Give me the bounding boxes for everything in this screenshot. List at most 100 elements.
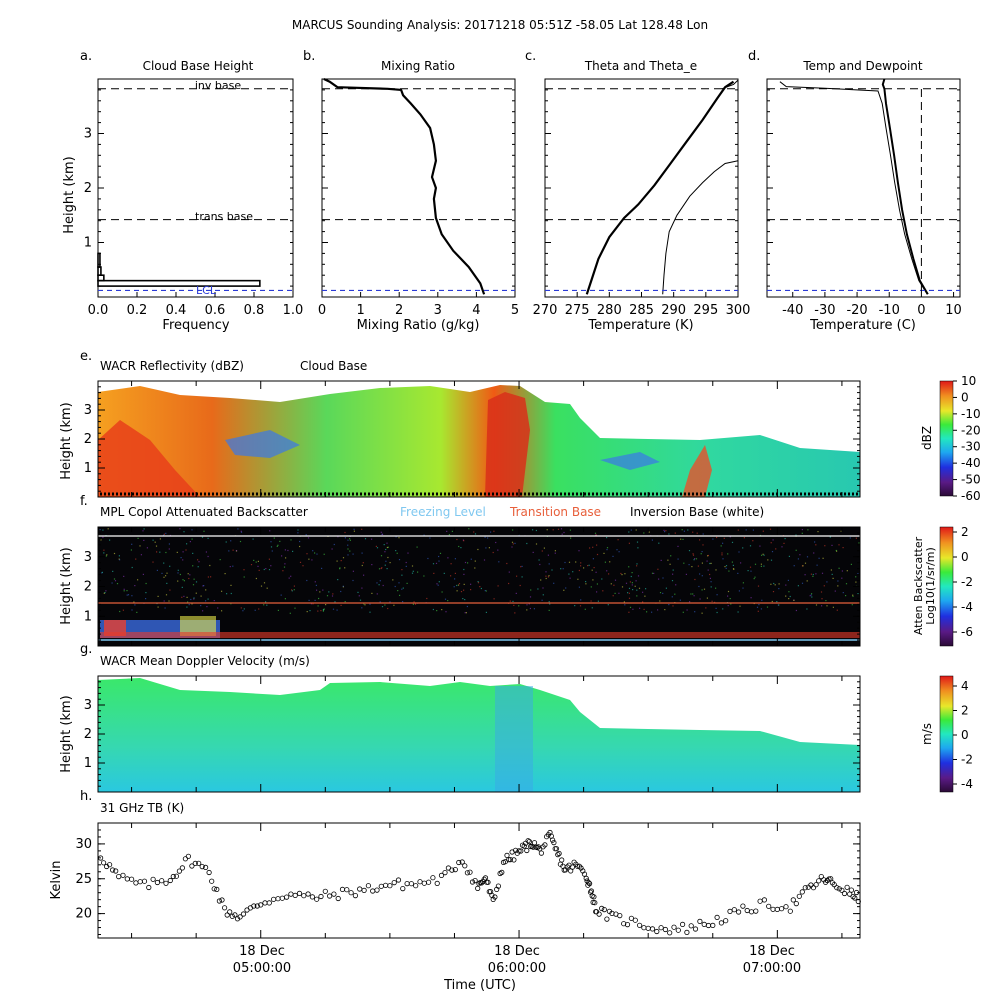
noise-dot	[729, 536, 731, 538]
tb-point	[770, 906, 776, 912]
noise-dot	[183, 595, 185, 597]
noise-dot	[240, 607, 242, 609]
noise-dot	[316, 553, 318, 555]
noise-dot	[116, 583, 119, 585]
noise-dot	[484, 536, 486, 538]
noise-dot	[637, 575, 640, 577]
noise-dot	[383, 544, 385, 546]
noise-dot	[191, 603, 193, 605]
noise-dot	[584, 608, 586, 610]
noise-dot	[637, 547, 639, 549]
noise-dot	[851, 604, 853, 606]
panel-title: Mixing Ratio	[381, 59, 455, 73]
tb-point	[254, 903, 260, 909]
noise-dot	[694, 558, 696, 560]
noise-dot	[269, 530, 271, 532]
tb-point	[475, 885, 481, 892]
profile-theta	[662, 160, 739, 295]
noise-dot	[401, 574, 403, 576]
noise-dot	[411, 565, 414, 567]
tb-point	[684, 929, 690, 936]
noise-dot	[762, 530, 764, 532]
noise-dot	[451, 530, 453, 532]
noise-dot	[594, 532, 597, 534]
colorbar-tick-label: -2	[961, 753, 973, 767]
noise-dot	[103, 549, 105, 551]
noise-dot	[417, 571, 419, 573]
noise-dot	[754, 563, 757, 565]
noise-dot	[815, 573, 817, 575]
noise-dot	[226, 593, 228, 595]
noise-dot	[651, 572, 654, 574]
noise-dot	[102, 536, 104, 538]
tb-point	[731, 907, 737, 913]
noise-dot	[608, 573, 610, 575]
colorbar-ticks: 4 2 0 -2 -4	[953, 679, 973, 791]
noise-dot	[200, 605, 202, 607]
tb-point	[848, 887, 855, 893]
noise-dot	[606, 549, 608, 551]
tb-point	[344, 887, 350, 893]
noise-dot	[692, 553, 694, 555]
noise-dot	[668, 604, 670, 606]
noise-dot	[284, 598, 286, 600]
noise-dot	[200, 595, 202, 597]
noise-dot	[386, 546, 388, 549]
noise-dot	[463, 568, 465, 571]
noise-dot	[590, 600, 592, 602]
noise-dot	[799, 554, 801, 556]
tb-point	[216, 898, 222, 904]
noise-dot	[152, 561, 154, 563]
noise-dot	[306, 611, 308, 613]
noise-dot	[670, 555, 672, 557]
tb-point	[774, 906, 780, 913]
noise-dot	[109, 539, 111, 541]
noise-dot	[344, 537, 346, 539]
noise-dot	[659, 600, 661, 602]
colorbar	[939, 526, 954, 647]
noise-dot	[757, 585, 760, 587]
noise-dot	[625, 582, 628, 584]
tb-point	[146, 884, 152, 891]
tb-point	[581, 871, 588, 877]
noise-dot	[583, 567, 585, 569]
noise-dot	[824, 545, 826, 547]
tb-point	[365, 883, 371, 889]
noise-dot	[361, 564, 363, 567]
tb-point	[240, 911, 247, 917]
noise-dot	[788, 555, 790, 557]
tb-point	[251, 903, 257, 909]
noise-dot	[806, 580, 808, 582]
tb-point	[818, 873, 824, 880]
noise-dot	[240, 530, 242, 532]
noise-dot	[801, 532, 803, 534]
noise-dot	[118, 555, 120, 557]
tb-point	[133, 880, 139, 886]
noise-dot	[462, 598, 464, 600]
tb-point	[549, 837, 556, 843]
noise-dot	[457, 584, 460, 586]
noise-dot	[694, 578, 696, 581]
noise-dot	[320, 610, 322, 612]
noise-dot	[316, 589, 318, 591]
noise-dot	[361, 528, 363, 530]
y-tick-label: 25	[75, 872, 92, 887]
noise-dot	[547, 554, 549, 556]
x-tick-label: -30	[814, 303, 835, 318]
tb-point	[404, 880, 410, 887]
noise-dot	[134, 604, 136, 606]
y-tick-label: 1	[84, 236, 92, 251]
noise-dot	[821, 605, 823, 607]
noise-dot	[193, 597, 195, 599]
noise-dot	[398, 537, 400, 539]
noise-dot	[364, 604, 366, 606]
y-tick-label: 3	[84, 550, 92, 565]
noise-dot	[845, 595, 847, 597]
noise-dot	[371, 538, 373, 540]
tb-point	[855, 898, 861, 905]
x-ticks: 0 1 2 3 4 5	[318, 292, 519, 318]
tb-point	[810, 885, 817, 891]
noise-dot	[349, 538, 351, 540]
noise-dot	[193, 598, 195, 600]
